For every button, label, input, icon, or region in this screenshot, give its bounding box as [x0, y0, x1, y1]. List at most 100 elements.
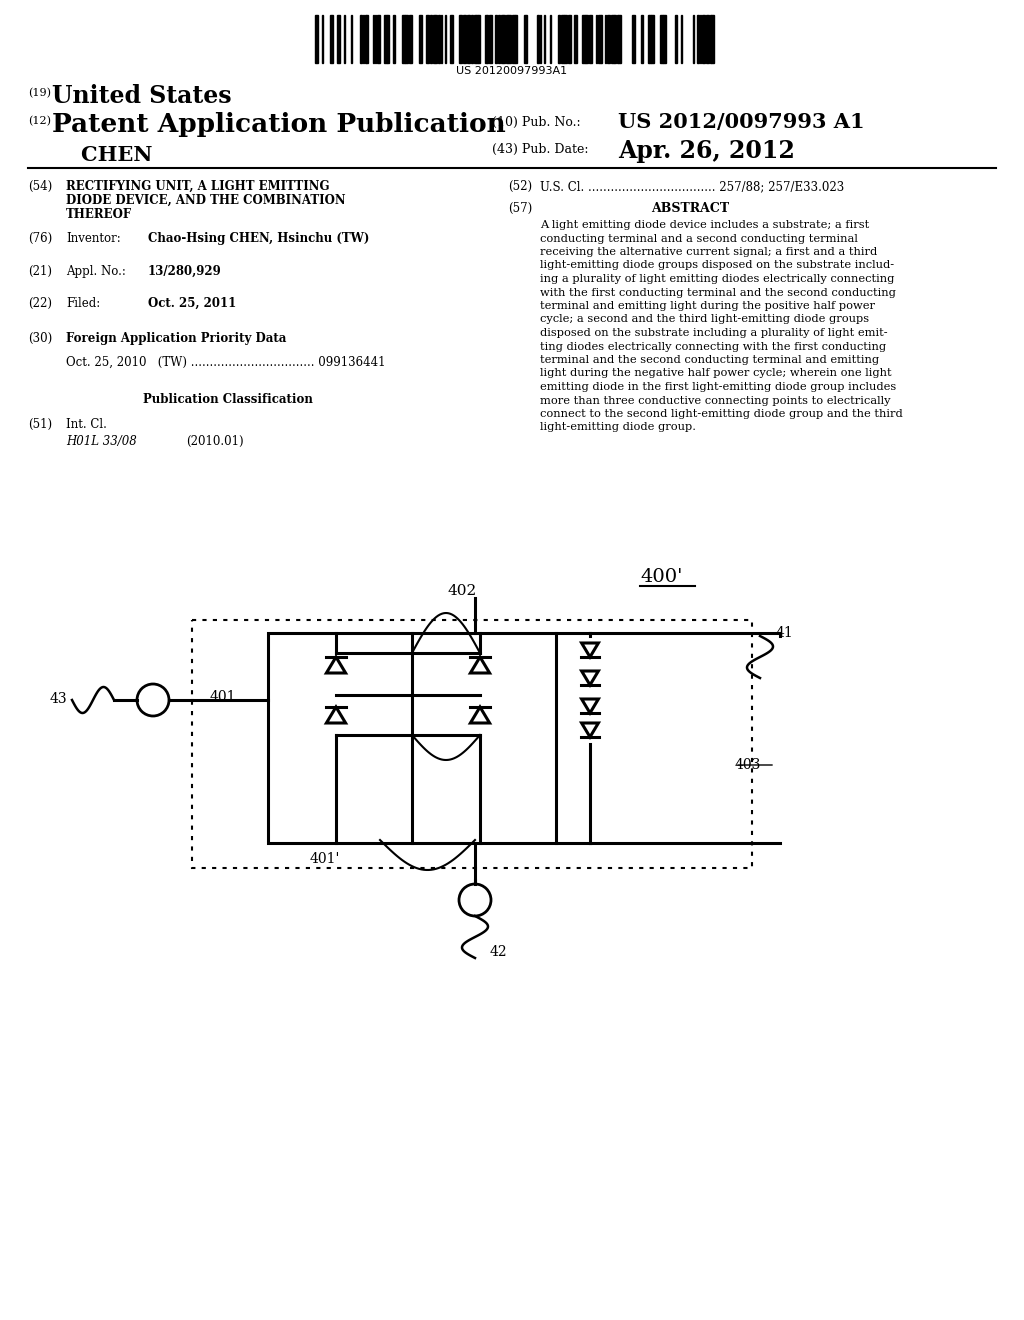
Text: Appl. No.:: Appl. No.:	[66, 265, 126, 279]
Bar	[430, 15, 432, 63]
Text: more than three conductive connecting points to electrically: more than three conductive connecting po…	[540, 396, 891, 405]
Text: ting diodes electrically connecting with the first conducting: ting diodes electrically connecting with…	[540, 342, 886, 351]
Text: CHEN: CHEN	[52, 145, 153, 165]
Bar	[387, 15, 389, 63]
Text: DIODE DEVICE, AND THE COMBINATION: DIODE DEVICE, AND THE COMBINATION	[66, 194, 346, 207]
Text: connect to the second light-emitting diode group and the third: connect to the second light-emitting dio…	[540, 409, 903, 418]
Bar	[459, 15, 462, 63]
Bar	[564, 15, 567, 63]
Bar	[330, 15, 333, 63]
Text: 42: 42	[490, 945, 508, 960]
Text: terminal and the second conducting terminal and emitting: terminal and the second conducting termi…	[540, 355, 880, 366]
Text: Patent Application Publication: Patent Application Publication	[52, 112, 506, 137]
Text: (57): (57)	[508, 202, 532, 215]
Text: receiving the alternative current signal; a first and a third: receiving the alternative current signal…	[540, 247, 878, 257]
Text: United States: United States	[52, 84, 231, 108]
Bar	[478, 15, 480, 63]
Bar	[471, 15, 473, 63]
Bar	[675, 15, 677, 63]
Text: (52): (52)	[508, 180, 532, 193]
Bar	[618, 15, 621, 63]
Text: cycle; a second and the third light-emitting diode groups: cycle; a second and the third light-emit…	[540, 314, 869, 325]
Text: 401: 401	[210, 690, 237, 704]
Bar	[337, 15, 340, 63]
Bar	[506, 15, 508, 63]
Text: Oct. 25, 2010   (TW) ................................. 099136441: Oct. 25, 2010 (TW) .....................…	[66, 356, 385, 370]
Bar	[489, 15, 492, 63]
Bar	[568, 15, 571, 63]
Bar	[463, 15, 466, 63]
Bar	[711, 15, 714, 63]
Text: Chao-Hsing CHEN, Hsinchu (TW): Chao-Hsing CHEN, Hsinchu (TW)	[148, 232, 370, 246]
Bar	[495, 15, 497, 63]
Bar	[706, 15, 709, 63]
Bar	[697, 15, 699, 63]
Text: disposed on the substrate including a plurality of light emit-: disposed on the substrate including a pl…	[540, 327, 888, 338]
Text: emitting diode in the first light-emitting diode group includes: emitting diode in the first light-emitti…	[540, 381, 896, 392]
Bar	[574, 15, 577, 63]
Text: light-emitting diode groups disposed on the substrate includ-: light-emitting diode groups disposed on …	[540, 260, 894, 271]
Bar	[384, 15, 387, 63]
Text: ABSTRACT: ABSTRACT	[651, 202, 729, 215]
Text: light-emitting diode group.: light-emitting diode group.	[540, 422, 696, 433]
Bar	[649, 15, 651, 63]
Bar	[433, 15, 435, 63]
Text: conducting terminal and a second conducting terminal: conducting terminal and a second conduct…	[540, 234, 858, 243]
Text: 400': 400'	[640, 568, 682, 586]
Bar	[426, 15, 429, 63]
Bar	[501, 15, 503, 63]
Bar	[402, 15, 406, 63]
Text: (51): (51)	[28, 418, 52, 432]
Text: 402: 402	[449, 583, 477, 598]
Bar	[419, 15, 422, 63]
Bar	[474, 15, 476, 63]
Text: ing a plurality of light emitting diodes electrically connecting: ing a plurality of light emitting diodes…	[540, 275, 894, 284]
Bar	[366, 15, 368, 63]
Bar	[660, 15, 663, 63]
Text: with the first conducting terminal and the second conducting: with the first conducting terminal and t…	[540, 288, 896, 297]
Bar	[702, 15, 705, 63]
Bar	[503, 15, 505, 63]
Bar	[598, 15, 601, 63]
Text: 41: 41	[776, 626, 794, 640]
Text: (10) Pub. No.:: (10) Pub. No.:	[492, 116, 581, 129]
Text: 403: 403	[735, 758, 762, 772]
Text: 43: 43	[50, 692, 68, 706]
Bar	[512, 15, 515, 63]
Bar	[614, 15, 616, 63]
Text: (76): (76)	[28, 232, 52, 246]
Text: (22): (22)	[28, 297, 52, 310]
Bar	[524, 15, 526, 63]
Text: THEREOF: THEREOF	[66, 209, 132, 220]
Text: 13/280,929: 13/280,929	[148, 265, 222, 279]
Bar	[485, 15, 487, 63]
Text: Int. Cl.: Int. Cl.	[66, 418, 106, 432]
Text: Inventor:: Inventor:	[66, 232, 121, 246]
Bar	[632, 15, 635, 63]
Bar	[315, 15, 318, 63]
Bar	[607, 15, 610, 63]
Text: Filed:: Filed:	[66, 297, 100, 310]
Bar	[498, 15, 500, 63]
Bar	[467, 15, 469, 63]
Bar	[651, 15, 654, 63]
Bar	[406, 15, 408, 63]
Bar	[537, 15, 539, 63]
Text: (2010.01): (2010.01)	[186, 436, 244, 447]
Bar	[435, 15, 437, 63]
Text: light during the negative half power cycle; wherein one light: light during the negative half power cyc…	[540, 368, 892, 379]
Bar	[476, 15, 478, 63]
Text: RECTIFYING UNIT, A LIGHT EMITTING: RECTIFYING UNIT, A LIGHT EMITTING	[66, 180, 330, 193]
Bar	[438, 15, 440, 63]
Text: A light emitting diode device includes a substrate; a first: A light emitting diode device includes a…	[540, 220, 869, 230]
Text: Foreign Application Priority Data: Foreign Application Priority Data	[66, 333, 287, 345]
Bar	[611, 15, 614, 63]
Bar	[515, 15, 517, 63]
Bar	[377, 15, 380, 63]
Text: Publication Classification: Publication Classification	[143, 393, 313, 407]
Bar	[586, 15, 588, 63]
Text: US 2012/0097993 A1: US 2012/0097993 A1	[618, 112, 864, 132]
Bar	[589, 15, 592, 63]
Text: (43) Pub. Date:: (43) Pub. Date:	[492, 143, 589, 156]
Text: 401': 401'	[310, 851, 340, 866]
